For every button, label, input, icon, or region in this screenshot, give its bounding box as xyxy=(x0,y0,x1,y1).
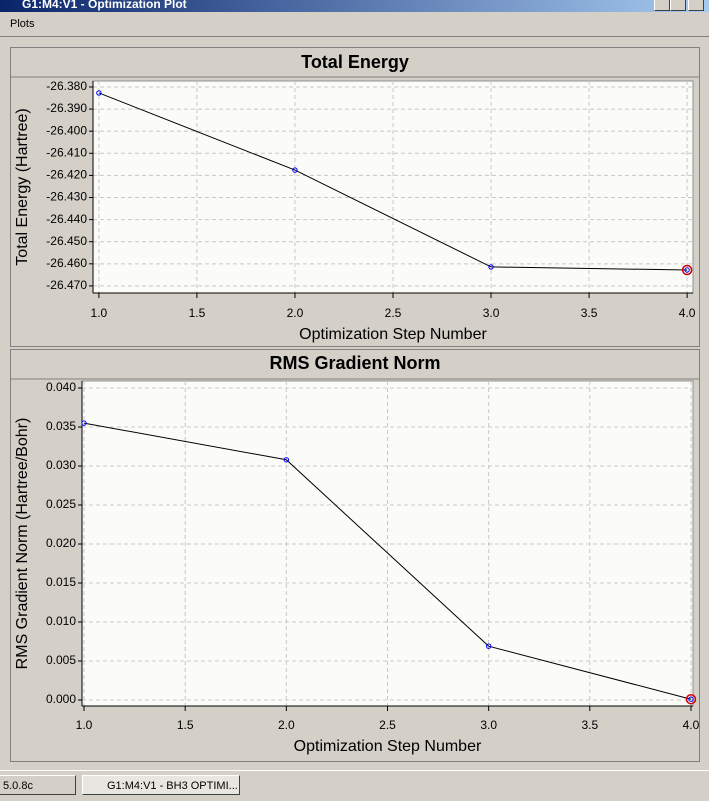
menu-item[interactable]: Plots xyxy=(10,18,35,30)
chart: RMS Gradient Norm 0.000 0.005 0.010 0.015 0.0… xyxy=(11,350,700,755)
data-point xyxy=(292,167,298,173)
title-band xyxy=(11,48,699,77)
x-axis-label: Optimization Step Number xyxy=(294,738,482,755)
chart-title: Total Energy xyxy=(301,52,409,72)
title-bar: G1:M4:V1 - Optimization Plot xyxy=(0,0,709,12)
data-point xyxy=(688,696,694,702)
x-tick-label: 2.5 xyxy=(379,718,396,732)
y-tick-label: 0.015 xyxy=(46,575,76,589)
data-point xyxy=(485,643,492,649)
data-point xyxy=(81,420,87,426)
y-axis-label: Total Energy (Hartree) xyxy=(14,108,31,265)
data-line xyxy=(83,422,692,700)
current-point-highlight xyxy=(681,264,693,276)
x-tick-label: 1.0 xyxy=(91,306,108,320)
y-tick-label: -26.410 xyxy=(46,145,87,159)
y-tick-label: -26.450 xyxy=(46,234,87,248)
taskbar-button[interactable]: G1:M4:V1 - BH3 OPTIMI... xyxy=(82,775,240,795)
y-tick-label: -26.420 xyxy=(46,168,87,182)
x-tick-label: 4.0 xyxy=(683,718,699,732)
data-line xyxy=(98,92,688,271)
data-point xyxy=(684,267,690,273)
x-tick-label: 3.5 xyxy=(581,718,598,732)
data-point xyxy=(96,90,102,96)
x-tick-label: 1.5 xyxy=(189,306,206,320)
y-tick-label: -26.390 xyxy=(46,101,87,115)
menu-bar: Plots xyxy=(0,14,709,37)
close-button[interactable] xyxy=(688,0,704,11)
y-tick-label: -26.460 xyxy=(46,256,87,270)
x-tick-label: 4.0 xyxy=(679,306,696,320)
minimize-button[interactable] xyxy=(654,0,670,11)
x-tick-label: 1.0 xyxy=(76,718,93,732)
taskbar-button[interactable]: 5.0.8c xyxy=(0,775,76,795)
y-tick-label: 0.035 xyxy=(46,419,76,433)
x-tick-label: 2.0 xyxy=(287,306,304,320)
y-tick-label: -26.430 xyxy=(46,190,87,204)
y-tick-label: 0.000 xyxy=(46,692,76,706)
window-title: G1:M4:V1 - Optimization Plot xyxy=(22,0,187,11)
data-point xyxy=(283,457,290,463)
y-axis-label: RMS Gradient Norm (Hartree/Bohr) xyxy=(14,418,31,670)
y-tick-label: -26.400 xyxy=(46,123,87,137)
y-tick-label: -26.440 xyxy=(46,212,87,226)
maximize-button[interactable] xyxy=(670,0,686,11)
chart-panel: Total Energy -26.380 -26.390 -26.400 -26.410… xyxy=(10,47,700,347)
chart-panel: RMS Gradient Norm 0.000 0.005 0.010 0.015 0.0… xyxy=(10,349,700,762)
x-tick-label: 3.0 xyxy=(480,718,497,732)
x-tick-label: 3.0 xyxy=(483,306,500,320)
data-point xyxy=(488,264,494,270)
x-tick-label: 2.5 xyxy=(385,306,402,320)
y-tick-label: 0.020 xyxy=(46,536,76,550)
taskbar: 5.0.8c G1:M4:V1 - BH3 OPTIMI... xyxy=(0,770,709,801)
y-tick-label: 0.010 xyxy=(46,614,76,628)
y-tick-label: 0.040 xyxy=(46,380,76,394)
title-band xyxy=(11,350,699,379)
y-tick-label: 0.030 xyxy=(46,458,76,472)
x-axis-label: Optimization Step Number xyxy=(299,326,487,343)
current-point-highlight xyxy=(685,693,697,705)
x-tick-label: 1.5 xyxy=(177,718,194,732)
chart: Total Energy -26.380 -26.390 -26.400 -26.410… xyxy=(11,48,699,343)
x-tick-label: 3.5 xyxy=(581,306,598,320)
chart-title: RMS Gradient Norm xyxy=(269,353,440,373)
y-tick-label: -26.470 xyxy=(46,278,87,292)
x-tick-label: 2.0 xyxy=(278,718,295,732)
y-tick-label: 0.005 xyxy=(46,653,76,667)
y-tick-label: -26.380 xyxy=(46,79,87,93)
y-tick-label: 0.025 xyxy=(46,497,76,511)
